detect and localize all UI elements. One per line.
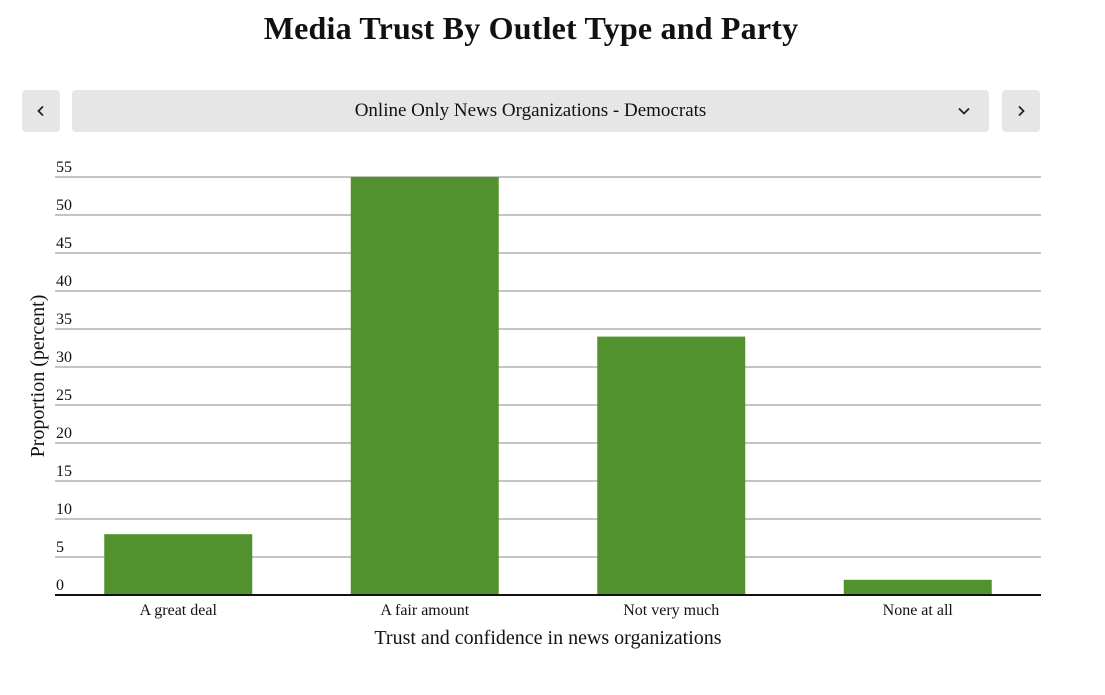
y-tick-label: 0 bbox=[56, 577, 64, 594]
dataset-select[interactable]: Online Only News Organizations - Democra… bbox=[72, 90, 989, 132]
chart-title: Media Trust By Outlet Type and Party bbox=[263, 10, 799, 46]
x-tick-label: Not very much bbox=[623, 602, 719, 619]
bar-none-at-all[interactable] bbox=[843, 579, 992, 595]
chevron-right-icon bbox=[1018, 105, 1025, 117]
next-button[interactable] bbox=[1002, 90, 1040, 132]
chevron-left-icon bbox=[37, 105, 44, 117]
bars bbox=[104, 177, 992, 595]
y-tick-labels: 0 5 10 15 20 25 30 35 40 45 50 55 bbox=[56, 159, 72, 594]
y-tick-label: 55 bbox=[56, 159, 72, 176]
x-tick-label: None at all bbox=[883, 602, 954, 619]
y-tick-label: 5 bbox=[56, 539, 64, 556]
gridlines bbox=[55, 176, 1041, 558]
x-tick-label: A great deal bbox=[140, 602, 218, 619]
chevron-down-icon bbox=[958, 107, 970, 115]
y-tick-label: 35 bbox=[56, 311, 72, 328]
previous-button[interactable] bbox=[22, 90, 60, 132]
y-axis-title: Proportion (percent) bbox=[27, 295, 49, 458]
y-tick-label: 25 bbox=[56, 387, 72, 404]
x-axis-title: Trust and confidence in news organizatio… bbox=[374, 627, 721, 649]
y-tick-label: 40 bbox=[56, 273, 72, 290]
bar-a-fair-amount[interactable] bbox=[350, 177, 499, 595]
dataset-select-value: Online Only News Organizations - Democra… bbox=[354, 100, 707, 121]
x-tick-labels: A great deal A fair amount Not very much No… bbox=[140, 602, 954, 619]
bar-a-great-deal[interactable] bbox=[104, 534, 253, 595]
y-tick-label: 50 bbox=[56, 197, 72, 214]
y-tick-label: 30 bbox=[56, 349, 72, 366]
bar-not-very-much[interactable] bbox=[597, 336, 746, 595]
y-tick-label: 15 bbox=[56, 463, 72, 480]
y-tick-label: 45 bbox=[56, 235, 72, 252]
y-tick-label: 10 bbox=[56, 501, 72, 518]
y-tick-label: 20 bbox=[56, 425, 72, 442]
x-tick-label: A fair amount bbox=[380, 602, 469, 619]
